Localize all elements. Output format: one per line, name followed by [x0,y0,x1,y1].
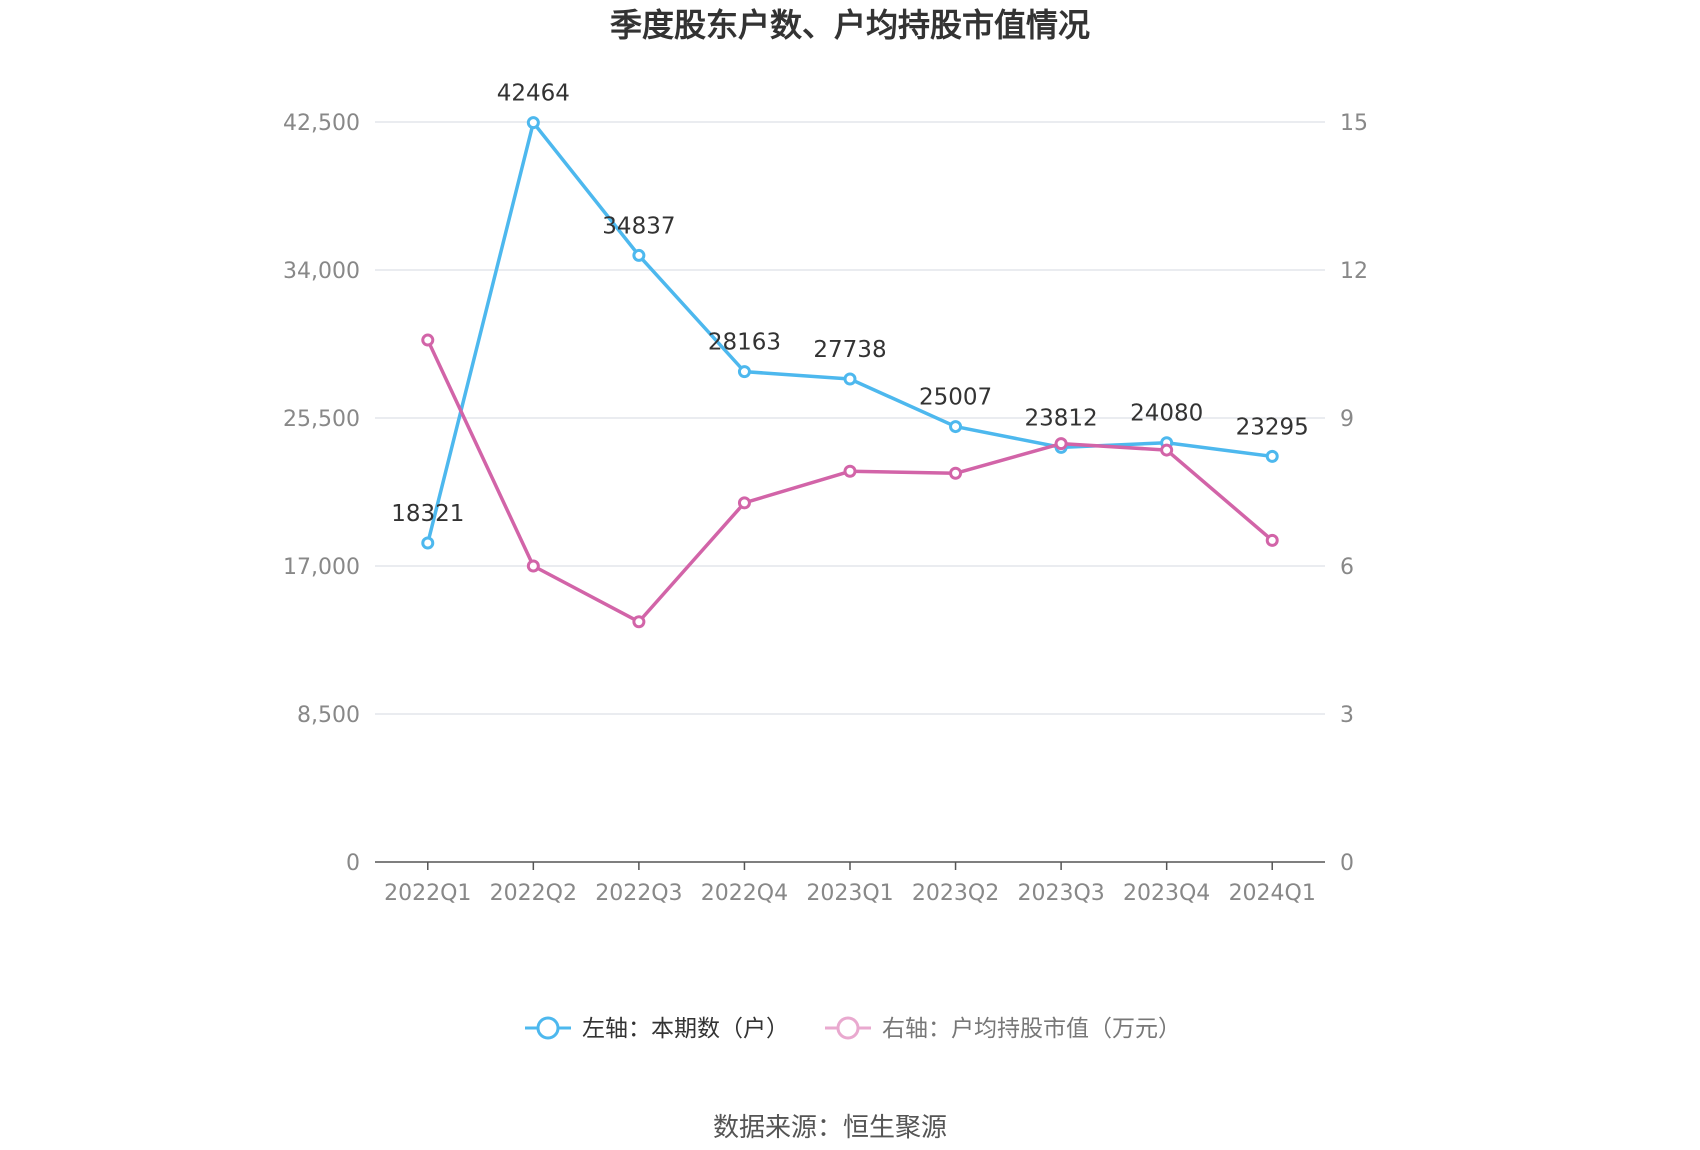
data-point [843,464,857,478]
data-point [1160,443,1174,457]
x-axis-tick-label: 2023Q1 [806,881,893,906]
data-label: 27738 [813,337,886,363]
chart-title: 季度股东户数、户均持股市值情况 [610,6,1090,44]
left-axis-tick-label: 8,500 [297,703,360,728]
left-axis-tick-label: 42,500 [283,111,360,136]
left-axis-tick-label: 34,000 [283,259,360,284]
data-point [526,559,540,573]
left-axis-tick-label: 0 [346,851,360,876]
data-point [737,365,751,379]
data-point [421,333,435,347]
data-point [421,536,435,550]
data-source: 数据来源：恒生聚源 [713,1113,947,1143]
legend: 左轴：本期数（户） 右轴：户均持股市值（万元） [525,1016,1181,1042]
x-axis-tick-label: 2022Q1 [384,881,471,906]
right-axis-tick-label: 15 [1340,111,1368,136]
legend-marker-right-series [836,1016,860,1040]
data-label: 25007 [919,385,992,411]
data-label: 42464 [497,81,570,107]
data-point [843,372,857,386]
data-label: 23295 [1236,414,1309,440]
x-axis-tick-label: 2022Q4 [701,881,788,906]
series-layer: 18321 42464 34837 28163 27738 25007 23812 24080… [391,81,1309,629]
legend-label-right-series: 右轴：户均持股市值（万元） [882,1016,1181,1042]
data-point [949,420,963,434]
x-axis-tick-label: 2022Q3 [595,881,682,906]
series-holders-count: 18321 42464 34837 28163 27738 25007 23812 24080… [391,81,1309,550]
data-point [737,496,751,510]
left-axis-tick-label: 25,500 [283,407,360,432]
right-axis-tick-label: 6 [1340,555,1354,580]
right-axis-ticks: 0 3 6 9 12 15 [1340,111,1368,876]
legend-marker-left-series [536,1016,560,1040]
left-axis-ticks: 0 8,500 17,000 25,500 34,000 42,500 [283,111,360,876]
data-point [1054,437,1068,451]
data-label: 28163 [708,330,781,356]
data-point [1265,449,1279,463]
right-axis-tick-label: 0 [1340,851,1354,876]
data-point [632,248,646,262]
x-axis-tick-label: 2023Q4 [1123,881,1210,906]
legend-label-left-series: 左轴：本期数（户） [582,1016,789,1042]
series-avg-market-value [421,333,1279,629]
left-axis-tick-label: 17,000 [283,555,360,580]
series-line [426,120,1273,544]
x-axis-tick-label: 2023Q2 [912,881,999,906]
right-axis-tick-label: 9 [1340,407,1354,432]
x-axis-tick-label: 2023Q3 [1017,881,1104,906]
right-axis-tick-label: 3 [1340,703,1354,728]
data-label: 24080 [1130,401,1203,427]
data-label: 18321 [391,501,464,527]
x-axis-ticks: 2022Q1 2022Q2 2022Q3 2022Q4 2023Q1 2023Q2 2023… [384,862,1316,906]
x-axis-tick-label: 2024Q1 [1229,881,1316,906]
x-axis-tick-label: 2022Q2 [490,881,577,906]
data-point [949,466,963,480]
data-label: 34837 [602,213,675,239]
data-point [1265,533,1279,547]
right-axis-tick-label: 12 [1340,259,1368,284]
data-point [632,615,646,629]
data-point [526,116,540,130]
data-label: 23812 [1025,405,1098,431]
